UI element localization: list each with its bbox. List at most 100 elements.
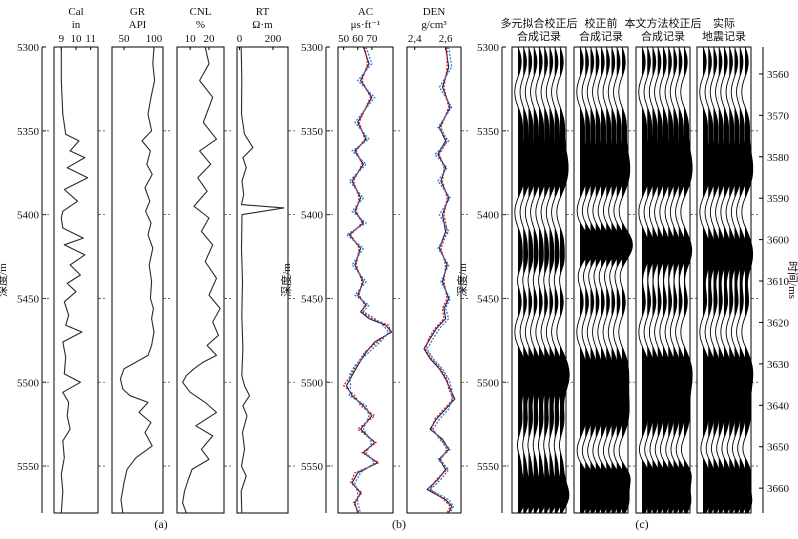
track-frame [337, 46, 394, 514]
p0-track-3: RTΩ·m 0 200 [236, 6, 289, 514]
seismic-trace [540, 46, 554, 514]
p2-depth-tick-label: 5550 [477, 461, 500, 473]
trace-fill [611, 47, 622, 513]
seismic-trace [638, 46, 651, 514]
p0-track-2: CNL% 10 20 [176, 6, 225, 514]
trace-fill [560, 47, 570, 513]
time-tick-label: 3580 [767, 152, 790, 164]
p0-depth-tick-label: 5350 [17, 126, 40, 138]
track-title: CNL [190, 6, 212, 18]
track-unit: g/cm³ [421, 19, 447, 31]
seismic-trace [530, 46, 544, 514]
seismic-trace [524, 46, 539, 514]
seismic-trace [669, 46, 683, 514]
seismic-trace [699, 46, 712, 514]
track-title: 校正前 [585, 16, 618, 30]
p2-depth-tick-label: 5500 [477, 377, 500, 389]
seismic-trace [659, 46, 672, 514]
trace-fill [745, 47, 753, 513]
time-tick-label: 3640 [767, 400, 790, 412]
time-tick-label: 3610 [767, 276, 790, 288]
panel-label-b: (b) [392, 517, 406, 531]
time-tick-label: 3570 [767, 110, 790, 122]
seismic-trace [586, 46, 602, 514]
track-tick-label: 20 [203, 33, 215, 45]
time-tick-label: 3620 [767, 317, 790, 329]
track-title: DEN [423, 6, 446, 18]
trace-fill [590, 47, 601, 513]
track-frame [406, 46, 462, 514]
panel-label-a: (a) [154, 517, 167, 531]
track-title: 合成记录 [641, 29, 685, 43]
p0-depth-tick-label: 5450 [17, 293, 40, 305]
seismic-trace [675, 46, 688, 514]
seismic-trace [648, 46, 662, 514]
trace-fill [616, 47, 628, 513]
seismic-trace [643, 46, 656, 514]
track-title: 多元拟合校正后 [501, 16, 578, 30]
time-axis-title: 时间/ms [786, 261, 798, 299]
track-title: 合成记录 [579, 29, 623, 43]
track-unit: in [72, 19, 81, 31]
track-frame [53, 46, 99, 514]
trace-fill [580, 47, 591, 513]
p2-depth-tick-label: 5450 [477, 293, 500, 305]
seismic-trace [720, 46, 733, 514]
seismic-trace [535, 46, 549, 514]
track-tick-label: 2,4 [408, 33, 422, 45]
seismic-trace [597, 46, 612, 514]
seismic-trace [709, 46, 722, 514]
track-title: Cal [68, 6, 83, 18]
trace-fill [622, 47, 633, 513]
track-unit: API [129, 19, 147, 31]
seismic-trace [725, 46, 738, 514]
p1-depth-tick-label: 5550 [301, 461, 324, 473]
trace-fill [684, 47, 693, 513]
seismic-trace [519, 46, 533, 514]
time-tick-label: 3660 [767, 483, 790, 495]
seismic-trace [514, 46, 528, 514]
seismic-trace [551, 46, 565, 514]
seismic-trace [730, 46, 743, 514]
seismic-trace [736, 46, 748, 514]
log-curve-series-1 [342, 46, 391, 514]
track-unit: Ω·m [252, 19, 273, 31]
log-curve-series-0 [60, 47, 89, 514]
p2-depth-tick-label: 5300 [477, 42, 500, 54]
p1-depth-tick-label: 5400 [301, 210, 324, 222]
track-tick-label: 11 [85, 33, 96, 45]
trace-fill [585, 47, 596, 513]
track-tick-label: 70 [366, 33, 378, 45]
trace-fill [595, 47, 607, 513]
track-tick-label: 2,6 [439, 33, 453, 45]
seismic-trace [556, 46, 570, 514]
trace-fill [601, 47, 612, 513]
seismic-trace [545, 46, 560, 514]
seismic-trace [607, 46, 623, 514]
p1-depth-tick-label: 5500 [301, 377, 324, 389]
seismic-trace [576, 46, 591, 514]
track-title: 合成记录 [517, 29, 561, 43]
track-tick-label: 100 [146, 33, 163, 45]
p0-depth-axis-title: 深度/m [0, 263, 9, 297]
time-tick-label: 3600 [767, 235, 790, 247]
track-unit: % [196, 19, 205, 31]
p2-depth-axis-title: 深度/m [455, 263, 469, 297]
track-tick-label: 0 [237, 33, 243, 45]
log-curve-series-0 [345, 46, 393, 514]
p1-depth-tick-label: 5300 [301, 42, 324, 54]
p0-depth-tick-label: 5550 [17, 461, 40, 473]
p0-depth-tick-label: 5400 [17, 210, 40, 222]
time-tick-label: 3650 [767, 442, 790, 454]
track-frame [176, 46, 225, 514]
track-tick-label: 50 [338, 33, 350, 45]
track-tick-label: 10 [185, 33, 197, 45]
log-curve-series-2 [345, 46, 390, 514]
